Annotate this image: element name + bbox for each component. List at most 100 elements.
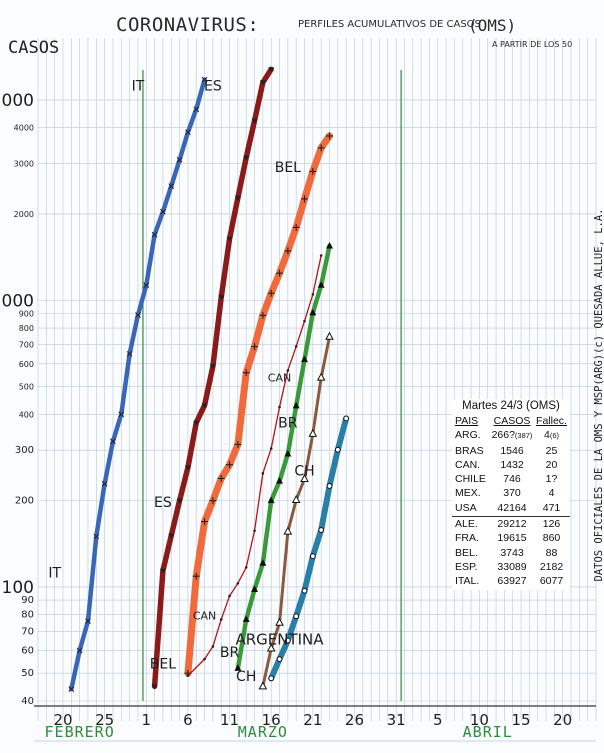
cell-casos: 19615 — [497, 532, 527, 545]
cell-fallec: 88 — [545, 546, 558, 559]
cell-fallec-note: (6) — [549, 431, 559, 441]
series-label-bel: BEL — [150, 656, 176, 672]
data-point — [253, 529, 256, 533]
data-point — [126, 351, 133, 357]
table-group-america: ARG. 266?(387) 4(6) BRAS 1546 25 CAN. 1432 20 CHI… — [452, 428, 570, 515]
data-point — [303, 319, 306, 323]
data-point — [326, 483, 333, 489]
cell-fallec: 126 — [542, 518, 561, 531]
data-point — [185, 129, 191, 136]
data-point — [301, 587, 308, 594]
table-row: CAN. 1432 20 — [452, 458, 570, 472]
data-point — [317, 144, 325, 152]
series-layer — [68, 66, 350, 692]
y-tick-label: 500 — [19, 383, 34, 392]
data-point — [269, 447, 273, 450]
cell-fallec: 4(6) — [543, 429, 559, 442]
data-point — [193, 420, 200, 426]
series-ch — [258, 331, 334, 690]
data-point — [286, 369, 290, 372]
cell-casos: 33089 — [497, 560, 527, 573]
cell-pais: ESP. — [455, 560, 478, 573]
data-point — [217, 474, 225, 482]
data-point — [276, 656, 283, 663]
data-point — [160, 208, 166, 215]
cell-casos: 1432 — [500, 458, 524, 471]
data-point — [226, 461, 234, 469]
y-tick-label: 200 — [15, 496, 34, 507]
chart-subtitle: PERFILES ACUMULATIVOS DE CASOS — [298, 19, 481, 30]
cell-fallec: 860 — [542, 532, 561, 545]
data-point — [292, 401, 300, 409]
y-tick-label: 80 — [21, 610, 34, 621]
data-point — [276, 477, 284, 484]
series-es — [151, 66, 275, 690]
table-group-europe: ALE. 29212 126 FRA. 19615 860 BEL. 3743 88 ESP. 33… — [452, 517, 570, 588]
data-point — [293, 613, 300, 620]
x-tick-label: 10 — [470, 711, 489, 729]
series-line-can — [187, 254, 322, 677]
y-tick-label: 300 — [15, 445, 34, 456]
series-labels: IT IT ES ES BEL BEL CAN CAN BR BR CH CH ARGENTINA — [48, 78, 324, 685]
table-row: BRAS 1546 25 — [452, 444, 570, 458]
series-label-bel: BEL — [275, 160, 301, 176]
data-point — [85, 618, 91, 624]
y-tick-label: 3000 — [14, 159, 34, 168]
data-point — [311, 293, 315, 296]
data-point — [244, 566, 248, 569]
cell-pais: BRAS — [455, 444, 484, 457]
y-tick-label: 60 — [21, 646, 34, 657]
series-label-argentina: ARGENTINA — [235, 630, 324, 648]
y-tick-label: 40 — [21, 696, 34, 707]
x-tick-label: 6 — [183, 711, 193, 729]
data-point — [176, 498, 183, 504]
data-point — [118, 411, 125, 418]
table-row: MEX. 370 4 — [452, 486, 570, 500]
x-tick-label: 26 — [345, 711, 364, 729]
data-point — [308, 428, 318, 437]
x-tick-labels: 20 25 1 6 11 16 21 26 31 5 10 15 20 — [53, 711, 572, 729]
series-line-argentina — [268, 415, 350, 682]
cell-pais: MEX. — [455, 487, 481, 500]
data-point — [168, 533, 175, 539]
series-label-can: CAN — [193, 609, 216, 622]
data-point — [301, 195, 309, 203]
data-point — [251, 118, 258, 124]
series-label-es: ES — [154, 495, 172, 511]
title-note: A PARTIR DE LOS 50 — [492, 40, 573, 49]
title-org: (OMS) — [468, 16, 517, 35]
x-tick-label: 25 — [95, 711, 114, 729]
data-point — [318, 527, 325, 533]
y-tick-label: 5000 — [0, 91, 34, 111]
data-point — [234, 195, 241, 201]
data-point — [236, 581, 240, 585]
data-point — [292, 223, 300, 231]
x-tick-label: 20 — [553, 711, 572, 729]
data-point — [267, 289, 275, 297]
table-row: ARG. 266?(387) 4(6) — [452, 428, 570, 443]
x-tick-label: 5 — [433, 711, 443, 729]
month-labels: FEBRERO MARZO ABRIL — [45, 723, 512, 741]
data-point — [267, 496, 275, 504]
data-point — [276, 269, 284, 277]
cell-fallec: 471 — [542, 501, 561, 514]
series-label-it: IT — [132, 78, 145, 94]
data-point — [226, 236, 233, 242]
data-point — [151, 684, 158, 690]
cell-fallec: 4 — [548, 487, 555, 500]
data-point — [101, 480, 108, 487]
y-tick-label: 50 — [21, 668, 34, 679]
data-point — [268, 67, 275, 73]
cell-pais: ARG. — [455, 429, 481, 442]
data-point — [325, 132, 333, 140]
data-point — [135, 312, 141, 318]
series-can — [186, 254, 323, 678]
series-label-it: IT — [48, 565, 61, 581]
table-row: ESP. 33089 2182 — [452, 560, 570, 574]
cell-casos: 1546 — [500, 444, 524, 457]
data-point — [266, 643, 276, 652]
data-point — [93, 533, 100, 540]
cell-fallec: 25 — [545, 444, 558, 457]
series-label-can: CAN — [268, 372, 291, 385]
data-point — [219, 618, 223, 621]
